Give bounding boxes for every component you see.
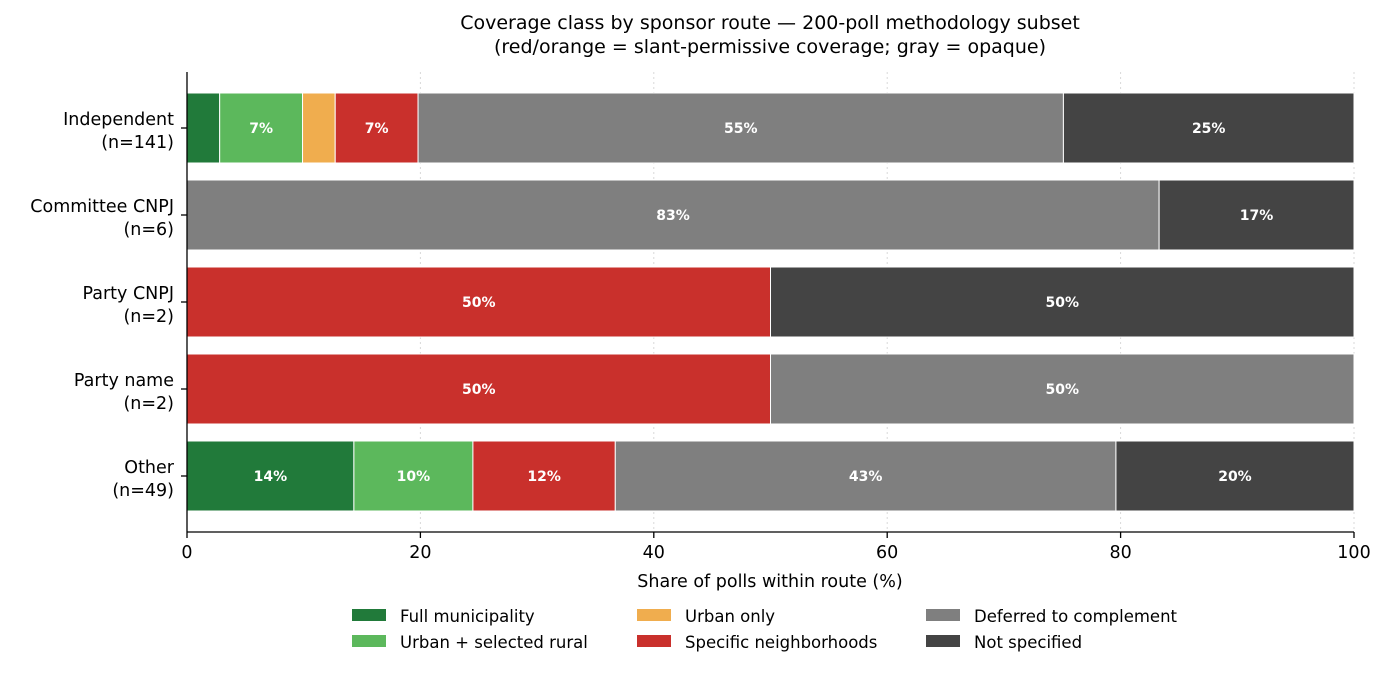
legend-label: Specific neighborhoods [685, 633, 877, 652]
y-axis-labels: Independent (n=141) Committee CNPJ (n=6) Par… [30, 110, 187, 501]
bar-segment [472, 440, 616, 512]
bar-segment [1158, 179, 1355, 251]
x-axis-ticks: 0 20 40 60 80 100 [181, 532, 1371, 563]
legend-swatch [352, 635, 386, 647]
bar-data-label: 7% [249, 121, 273, 137]
bar-data-label: 50% [462, 295, 496, 311]
bar-segment [770, 353, 1355, 425]
bar-data-label: 25% [1192, 121, 1226, 137]
legend-swatch [352, 609, 386, 621]
legend: Full municipality Urban + selected rural U… [352, 607, 1178, 652]
bar-segment [614, 440, 1117, 512]
y-tick-label-count: (n=141) [101, 133, 174, 153]
x-tick-label: 60 [876, 543, 898, 563]
bar-data-label: 50% [1045, 295, 1079, 311]
bar-data-label: 20% [1218, 469, 1252, 485]
x-tick-label: 20 [409, 543, 431, 563]
bar-data-label: 83% [656, 208, 690, 224]
bar-data-label: 43% [849, 469, 883, 485]
bar-segment [1062, 92, 1355, 164]
legend-label: Urban only [685, 607, 775, 626]
y-tick-label-count: (n=2) [123, 394, 174, 414]
legend-swatch [637, 635, 671, 647]
bar-data-label: 7% [365, 121, 389, 137]
bar-segment [353, 440, 474, 512]
x-tick-label: 80 [1109, 543, 1131, 563]
bar-segment [219, 92, 304, 164]
bar-segment [302, 92, 336, 164]
bar-segment [186, 353, 771, 425]
bar-data-label: 17% [1240, 208, 1274, 224]
legend-swatch [926, 635, 960, 647]
y-tick-label: Party name [74, 371, 174, 391]
chart-title: Coverage class by sponsor route — 200-po… [460, 12, 1080, 34]
x-tick-label: 40 [643, 543, 665, 563]
y-tick-label-count: (n=49) [112, 481, 174, 501]
bar-data-label: 50% [1045, 382, 1079, 398]
bar-data-label: 10% [397, 469, 431, 485]
y-tick-label: Committee CNPJ [30, 197, 174, 217]
x-tick-label: 100 [1337, 543, 1370, 563]
legend-label: Not specified [974, 633, 1082, 652]
bar-data-label: 55% [724, 121, 758, 137]
bar-data-label: 50% [462, 382, 496, 398]
legend-label: Deferred to complement [974, 607, 1178, 626]
bar-segment [417, 92, 1064, 164]
legend-swatch [926, 609, 960, 621]
chart-subtitle: (red/orange = slant-permissive coverage;… [494, 36, 1046, 58]
bar-segments [186, 92, 1355, 512]
y-tick-label: Independent [63, 110, 174, 130]
bar-segment [334, 92, 419, 164]
x-axis-label: Share of polls within route (%) [637, 572, 902, 592]
bar-segment [186, 92, 221, 164]
y-tick-label-count: (n=2) [123, 307, 174, 327]
legend-label: Full municipality [400, 607, 535, 626]
bar-segment [186, 266, 771, 338]
bar-data-labels: 7% 7% 55% 25% 83% 17% 50% 50% 50% 50% 14% 10% 12% 43%… [249, 121, 1273, 485]
legend-label: Urban + selected rural [400, 633, 588, 652]
y-tick-label: Party CNPJ [83, 284, 175, 304]
y-tick-label: Other [124, 458, 174, 478]
legend-swatch [637, 609, 671, 621]
bar-segment [770, 266, 1355, 338]
y-tick-label-count: (n=6) [123, 220, 174, 240]
bar-segment [1115, 440, 1355, 512]
bar-data-label: 14% [254, 469, 288, 485]
bar-data-label: 12% [527, 469, 561, 485]
x-tick-label: 0 [181, 543, 192, 563]
